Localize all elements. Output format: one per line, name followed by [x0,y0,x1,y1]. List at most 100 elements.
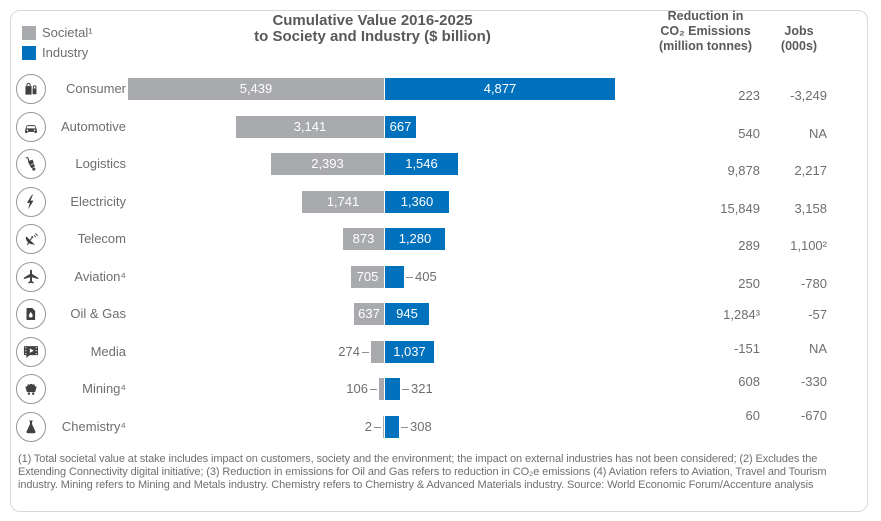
societal-value-label: 705 [356,268,379,284]
societal-value-label: 5,439 [239,81,273,96]
industry-value-label: 4,877 [483,81,517,96]
chemistry-flask-icon [16,411,46,442]
row-label: Logistics [75,156,126,171]
legend-label-industry: Industry [42,45,89,60]
legend-label-societal: Societal¹ [42,25,93,40]
co2-value: 9,878 [727,163,760,178]
jobs-value: 3,158 [794,200,827,216]
co2-header-line2: CO₂ Emissions [660,24,751,38]
leader-line [374,426,381,428]
jobs-value: -3,249 [790,88,827,103]
jobs-header-line2: (000s) [780,39,818,53]
jobs-column-header: Jobs (000s) [760,24,838,54]
industry-value-label: 1,360 [400,193,434,209]
jobs-value: NA [808,340,827,356]
industry-value-label: 1,280 [398,231,432,246]
row-label: Electricity [70,193,126,209]
societal-bar [379,378,384,400]
row-label: Chemistry⁴ [61,418,126,434]
societal-bar [354,303,384,325]
societal-value-label: 1,741 [326,193,360,209]
co2-value: -151 [733,340,760,356]
industry-swatch [22,46,36,60]
jobs-value: -670 [800,407,827,423]
jobs-header-line1: Jobs [784,24,814,38]
satellite-dish-icon [16,224,46,254]
industry-bar [385,265,404,288]
co2-value: 223 [738,88,760,103]
co2-column-header: Reduction in CO₂ Emissions (million tonn… [628,9,783,54]
industry-bar [385,228,445,250]
industry-row: Chemistry⁴ 2 308 60 -670 [0,408,881,442]
oil-barrel-icon [16,299,46,329]
industry-bar [385,190,449,213]
jobs-value: 2,217 [794,163,827,178]
leader-line [401,426,408,428]
co2-header-line1: Reduction in [667,9,744,23]
co2-value: 250 [738,275,760,291]
societal-bar [343,228,384,250]
societal-swatch [22,26,36,40]
legend: Societal¹ Industry [22,26,93,66]
societal-value-label: 873 [352,231,375,246]
row-label: Mining⁴ [82,381,126,396]
societal-bar [371,340,384,363]
hand-truck-icon [16,149,46,179]
airplane-icon [16,261,46,292]
car-icon [16,111,46,142]
industry-row: Logistics 2,393 1,546 9,878 2,217 [0,149,881,179]
legend-item-societal: Societal¹ [22,26,93,40]
industry-value-label: 945 [396,306,418,321]
industry-bar [385,415,399,438]
industry-value-label: 321 [411,381,433,396]
jobs-value: NA [808,125,827,141]
societal-bar [128,78,384,100]
co2-header-line3: (million tonnes) [658,39,753,53]
industry-value-label: 1,546 [405,156,438,171]
row-label: Media [90,343,126,359]
industry-bar [385,340,434,363]
industry-value-label: 308 [410,418,432,434]
legend-item-industry: Industry [22,46,93,60]
leader-line [406,276,413,278]
industry-bar [385,78,615,100]
row-label: Consumer [66,81,126,96]
row-label: Telecom [77,231,126,246]
row-label: Oil & Gas [70,306,126,321]
leader-line [362,351,369,353]
industry-bar [385,115,416,138]
societal-value-label: 637 [358,306,380,321]
societal-bar [236,115,384,138]
industry-row: Consumer 5,439 4,877 223 -3,249 [0,74,881,104]
societal-bar [271,153,384,175]
industry-row: Telecom 873 1,280 289 1,100² [0,224,881,254]
jobs-value: -330 [800,374,827,389]
societal-bar [302,190,384,213]
chart-title: Cumulative Value 2016-2025 to Society an… [175,13,570,45]
leader-line [370,389,377,390]
leader-line [402,389,409,390]
societal-value-label: 274 [338,343,360,359]
industry-bar [385,303,429,325]
industry-bar [385,378,400,400]
jobs-value: -780 [800,275,827,291]
media-play-icon [16,336,46,367]
chart-title-line1: Cumulative Value 2016-2025 [272,12,473,29]
industry-bar [385,153,458,175]
co2-value: 60 [745,407,760,423]
societal-bar [383,415,384,438]
societal-value-label: 2,393 [311,156,344,171]
industry-value-label: 405 [415,268,437,284]
societal-bar [351,265,384,288]
shopping-bags-icon [16,74,46,104]
industry-row: Electricity 1,741 1,360 15,849 3,158 [0,186,881,217]
lightning-bolt-icon [16,186,46,217]
footnote: (1) Total societal value at stake includ… [18,453,827,491]
societal-value-label: 106 [346,381,368,396]
row-label: Aviation⁴ [74,268,126,284]
industry-value-label: 1,037 [393,343,426,359]
chart-title-line2: to Society and Industry ($ billion) [254,28,491,45]
co2-value: 289 [738,238,760,253]
societal-value-label: 2 [364,418,372,434]
